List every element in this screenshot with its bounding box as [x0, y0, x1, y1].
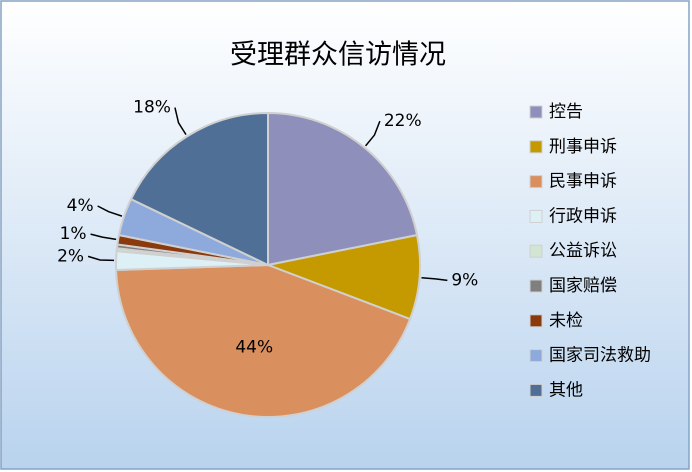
- pie-slice: [115, 263, 412, 418]
- pie: 22% 9% 44% 2%1% 4% 18%: [57, 98, 478, 418]
- legend-swatch: [529, 175, 543, 189]
- legend-label: 未检: [549, 311, 583, 331]
- legend-label: 刑事申诉: [549, 137, 617, 157]
- data-label: 9%: [451, 270, 478, 290]
- legend-label: 其他: [549, 380, 583, 400]
- data-label: 1%: [60, 224, 87, 244]
- legend-swatch: [529, 140, 543, 154]
- data-label: 22%: [384, 111, 422, 131]
- leader-line: [365, 120, 381, 147]
- legend-label: 民事申诉: [549, 172, 617, 192]
- legend-swatch: [529, 244, 543, 258]
- legend-label: 国家赔偿: [549, 276, 617, 296]
- leader-line: [421, 276, 448, 282]
- pie-slice: [267, 111, 419, 267]
- legend-swatch: [529, 209, 543, 223]
- legend-swatch: [529, 314, 543, 328]
- legend-swatch: [529, 383, 543, 397]
- leader-line: [90, 233, 117, 241]
- data-label: 2%: [57, 246, 84, 266]
- legend-label: 行政申诉: [549, 206, 617, 226]
- leader-line: [174, 107, 187, 136]
- legend-label: 控告: [549, 102, 583, 122]
- legend-label: 公益诉讼: [549, 241, 617, 261]
- leader-line: [97, 205, 123, 217]
- legend-swatch: [529, 349, 543, 363]
- chart-title: 受理群众信访情况: [230, 40, 446, 71]
- legend-swatch: [529, 279, 543, 293]
- pie-slice: [264, 233, 421, 321]
- data-label: 44%: [235, 337, 273, 357]
- leader-line: [87, 255, 115, 262]
- pie-slice: [129, 111, 269, 267]
- data-label: 4%: [67, 196, 94, 216]
- legend-label: 国家司法救助: [549, 346, 651, 366]
- data-label: 18%: [133, 98, 171, 118]
- legend-swatch: [529, 105, 543, 119]
